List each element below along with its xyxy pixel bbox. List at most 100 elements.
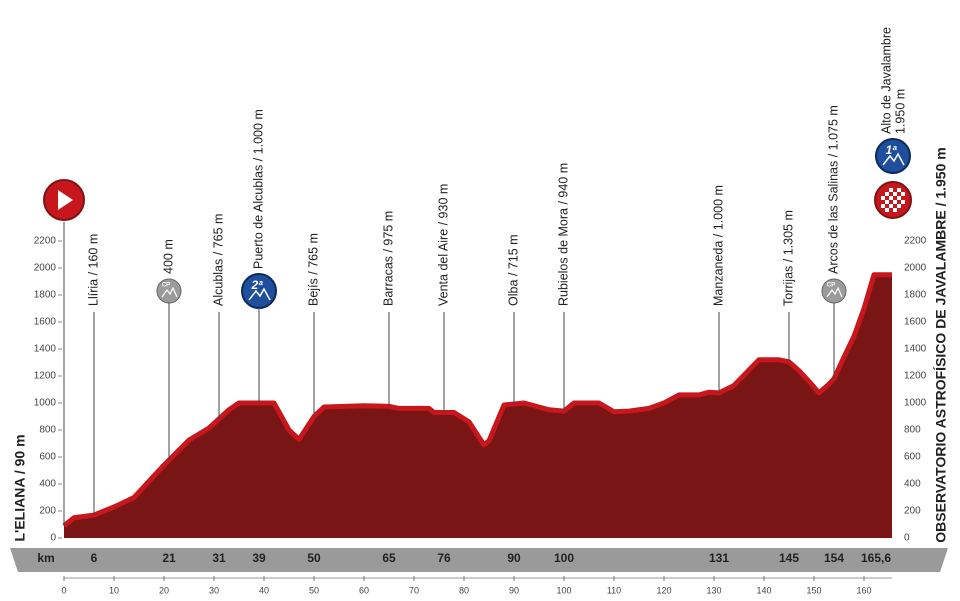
finish-flag-square [897,204,901,208]
finish-flag-square [889,204,893,208]
waypoint-km: 39 [252,551,266,565]
waypoint-km: 90 [507,551,521,565]
waypoint-name: 400 m [161,239,175,274]
y-tick-label-right: 400 [904,479,921,490]
km-label: km [37,551,54,565]
finish-flag-square [897,196,901,200]
category-text: 2ª [250,278,263,292]
waypoint-km: 65 [382,551,396,565]
y-tick-label: 0 [50,533,56,544]
km-band [10,548,948,572]
waypoint-name: Torrijas / 1.305 m [781,210,795,306]
waypoint-name: Alcublas / 765 m [211,214,225,306]
y-tick-label: 1800 [34,290,57,301]
y-tick-label: 400 [39,479,56,490]
cp-icon [161,286,178,298]
x-tick-label: 20 [159,585,169,595]
finish-flag-square [897,188,901,192]
x-tick-label: 80 [459,585,469,595]
finish-flag-square [901,200,905,204]
y-tick-label-right: 1200 [904,371,927,382]
waypoint-km: 145 [779,551,799,565]
y-tick-label: 1000 [34,398,57,409]
y-tick-label: 800 [39,425,56,436]
y-tick-label-right: 2200 [904,236,927,247]
x-tick-label: 130 [706,585,721,595]
waypoint-name: Manzaneda / 1.000 m [711,185,725,306]
finish-name: Alto de Javalambre [879,27,893,134]
finish-flag-square [885,200,889,204]
y-tick-label: 2200 [34,236,57,247]
y-tick-label-right: 1400 [904,344,927,355]
finish-flag-square [893,208,897,212]
waypoint-name: Venta del Aire / 930 m [436,184,450,306]
y-tick-label-right: 200 [904,506,921,517]
category-icon [248,287,271,301]
x-tick-label: 90 [509,585,519,595]
finish-elevation: 1.950 m [893,89,907,134]
x-tick-label: 150 [806,585,821,595]
cp-icon [826,286,843,298]
cp-text: CP [827,283,835,289]
y-tick-label-right: 1800 [904,290,927,301]
waypoint-name: Llíria / 160 m [86,234,100,306]
start-icon [58,190,73,210]
y-tick-label-right: 2000 [904,263,927,274]
x-tick-label: 110 [607,585,621,595]
finish-flag-square [889,188,893,192]
x-tick-label: 160 [856,585,871,595]
y-tick-label: 1600 [34,317,57,328]
y-tick-label: 1200 [34,371,57,382]
profile-edge [62,272,892,528]
y-tick-label: 1400 [34,344,57,355]
y-tick-label-right: 1000 [904,398,927,409]
x-tick-label: 120 [656,585,671,595]
waypoint-name: Rubielos de Mora / 940 m [556,163,570,306]
y-tick-label: 2000 [34,263,57,274]
finish-flag-square [889,196,893,200]
finish-flag-square [885,208,889,212]
category-text: 1ª [885,143,897,157]
finish-km: 165,6 [861,551,891,565]
x-tick-label: 50 [309,585,319,595]
category-icon [882,152,905,166]
waypoint-km: 154 [824,551,844,565]
finish-flag-square [901,192,905,196]
y-tick-label-right: 0 [904,533,910,544]
profile-area [64,274,892,538]
x-tick-label: 140 [756,585,771,595]
waypoint-name: Barracas / 975 m [381,211,395,306]
waypoint-km: 50 [307,551,321,565]
y-tick-label: 200 [39,506,56,517]
y-tick-label-right: 600 [904,452,921,463]
finish-flag-square [881,204,885,208]
waypoint-name: Bejís / 765 m [306,233,320,306]
finish-flag-square [893,192,897,196]
waypoint-km: 21 [162,551,176,565]
y-tick-label: 600 [39,452,56,463]
waypoint-km: 76 [437,551,451,565]
waypoint-name: Puerto de Alcublas / 1.000 m [251,109,265,269]
category-badge [875,138,911,174]
x-tick-label: 10 [109,585,119,595]
finish-flag-square [893,200,897,204]
x-tick-label: 60 [359,585,369,595]
finish-flag-square [881,196,885,200]
waypoint-km: 100 [554,551,574,565]
start-label: L'ELIANA / 90 m [12,434,28,541]
x-tick-label: 40 [259,585,269,595]
waypoint-name: Olba / 715 m [506,234,520,306]
waypoint-km: 6 [91,551,98,565]
x-tick-label: 30 [209,585,219,595]
x-tick-label: 100 [556,585,571,595]
y-tick-label-right: 1600 [904,317,927,328]
finish-flag-square [885,192,889,196]
cp-text: CP [162,283,170,289]
y-tick-label-right: 800 [904,425,921,436]
waypoint-km: 131 [709,551,729,565]
waypoint-name: Arcos de las Salinas / 1.075 m [826,105,840,274]
waypoint-km: 31 [212,551,226,565]
finish-label: OBSERVATORIO ASTROFÍSICO DE JAVALAMBRE /… [933,147,949,542]
x-tick-label: 70 [409,585,419,595]
